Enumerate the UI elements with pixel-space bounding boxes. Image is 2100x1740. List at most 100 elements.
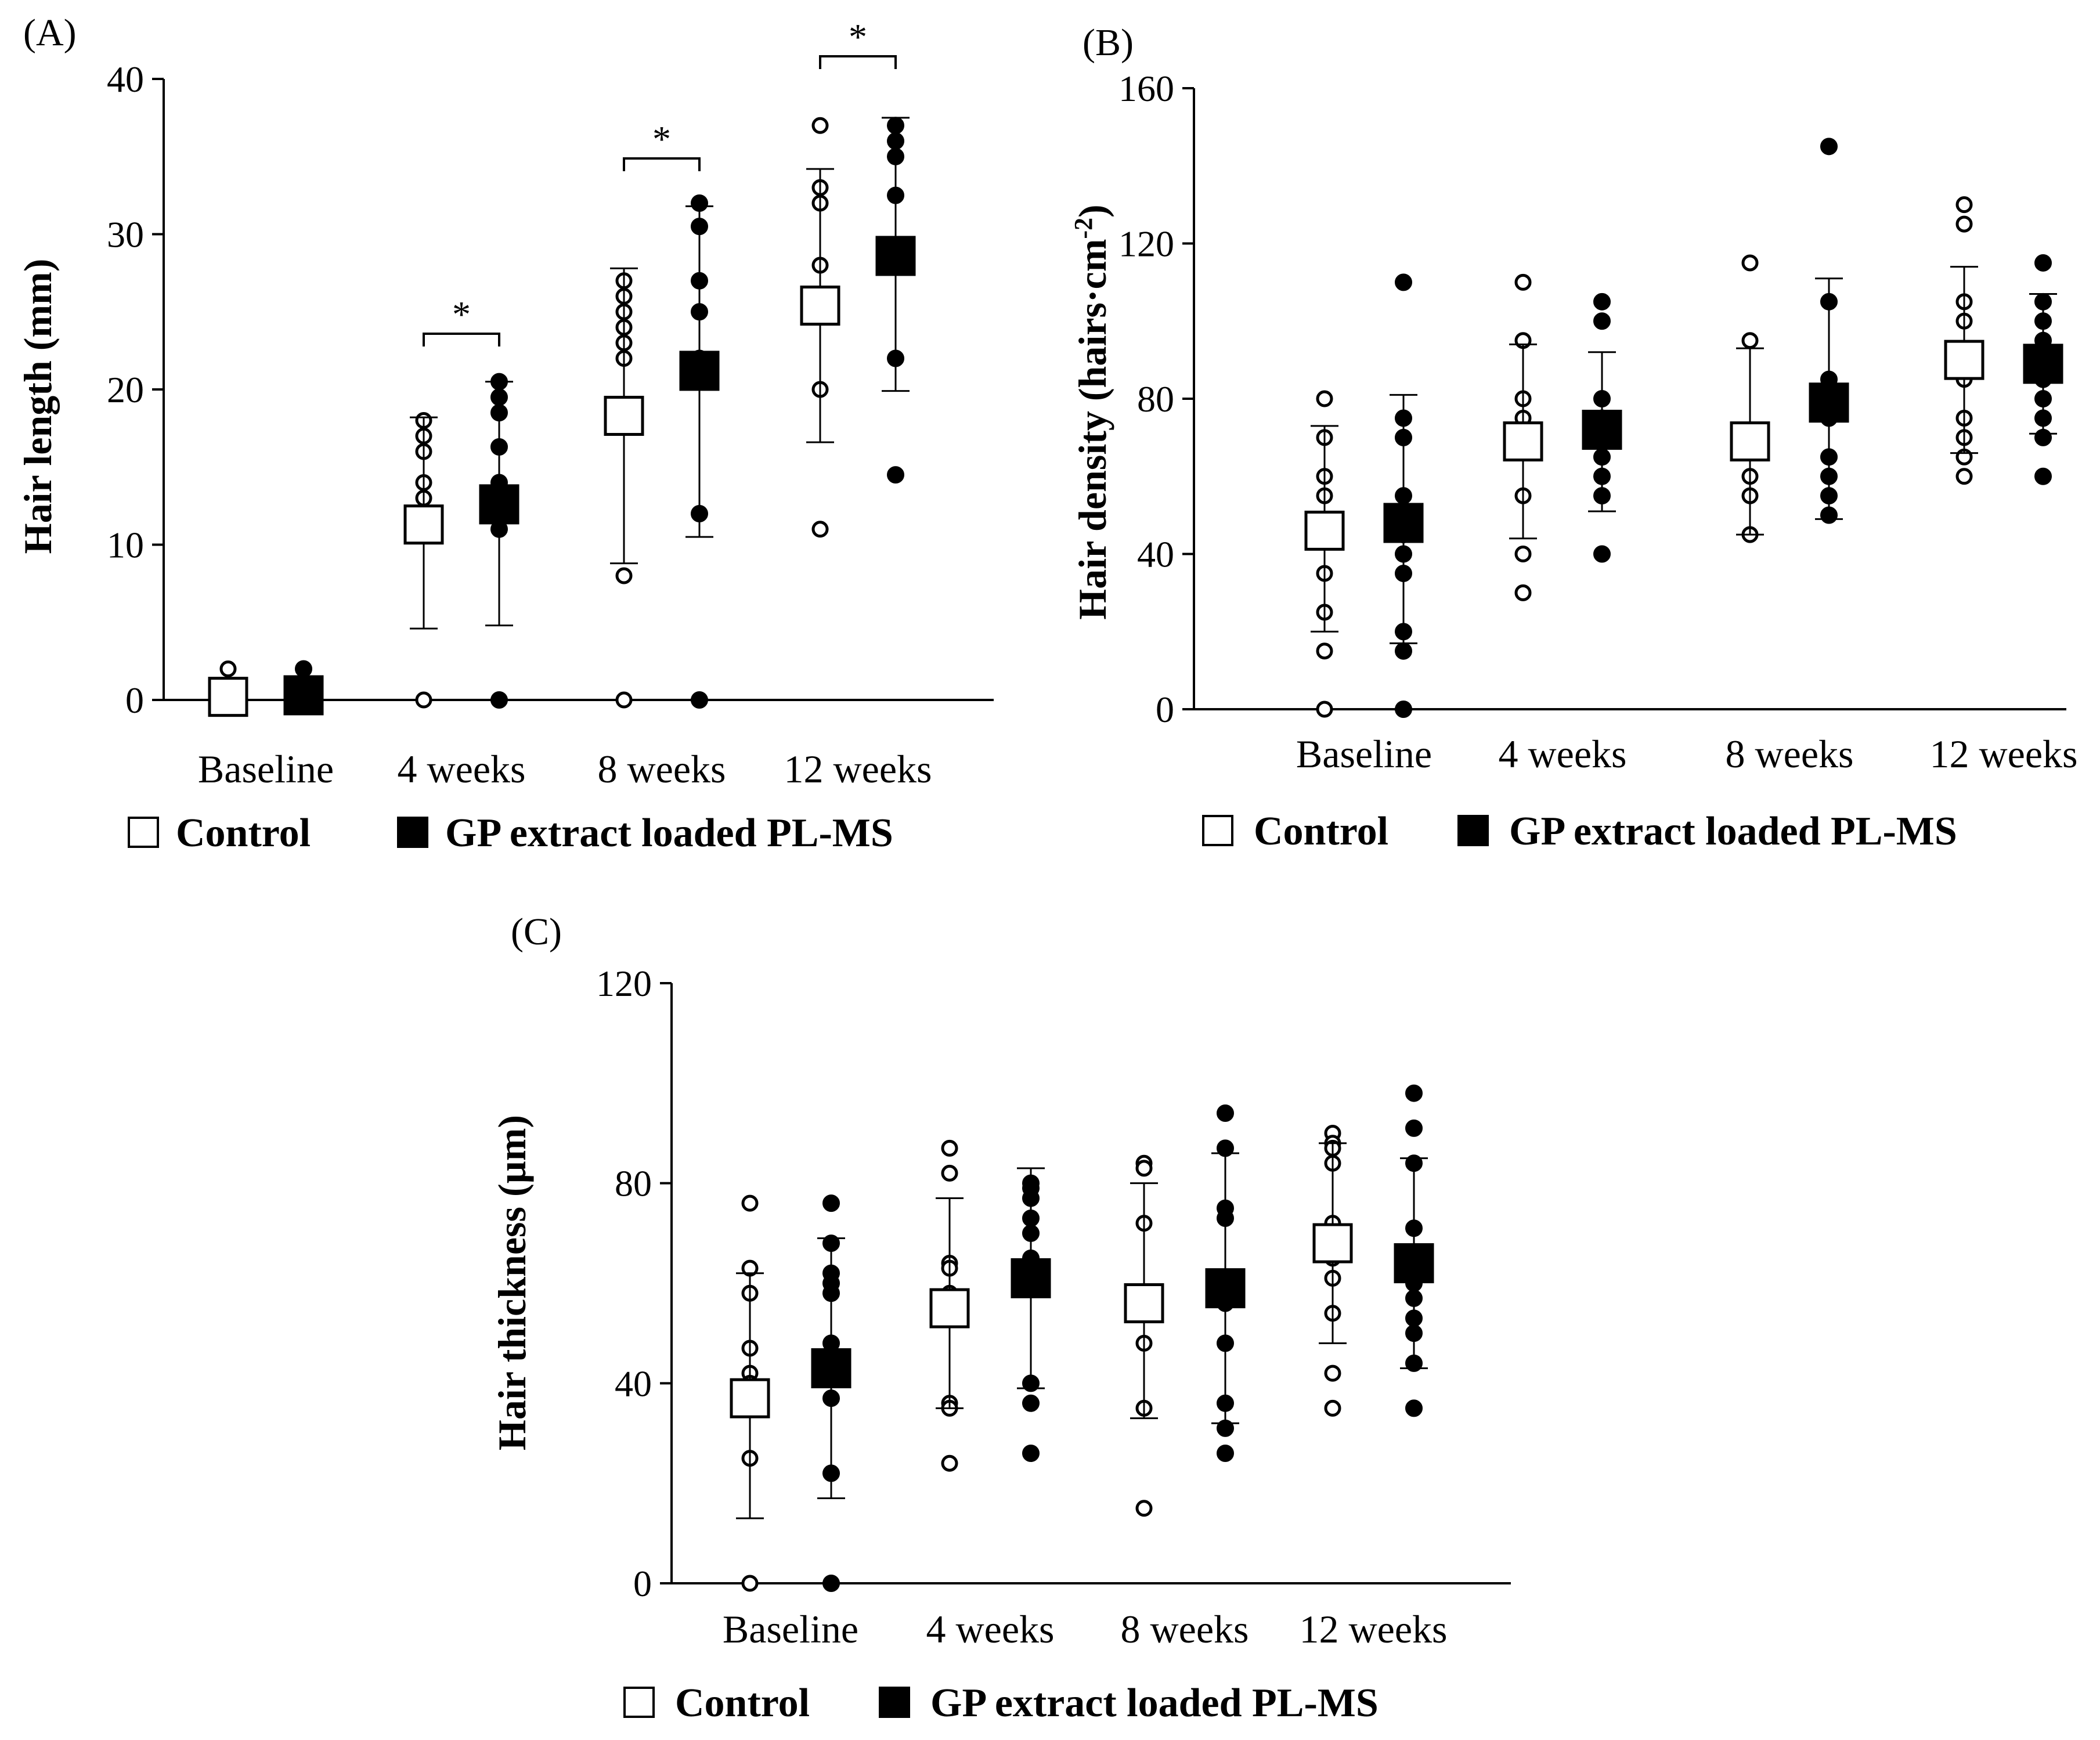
legend: Control GP extract loaded PL-MS <box>1202 809 1957 854</box>
y-tick-labels: 0 10 20 30 40 <box>107 59 164 721</box>
significance-star: * <box>849 16 867 57</box>
legend-swatch-control <box>1202 815 1233 846</box>
data-point <box>1514 273 1532 291</box>
y-tick-label: 0 <box>1156 689 1174 730</box>
x-tick-label: 8 weeks <box>1726 732 1854 776</box>
y-tick-label: 80 <box>615 1163 652 1204</box>
x-tick-label: Baseline <box>723 1607 858 1651</box>
mean-marker <box>479 484 519 525</box>
mean-marker <box>1383 503 1424 543</box>
data-point <box>1741 332 1759 349</box>
legend-label-treated: GP extract loaded PL-MS <box>1509 809 1957 854</box>
mean-marker <box>1730 421 1770 462</box>
x-tick-label: 8 weeks <box>1121 1607 1249 1651</box>
panel-c-hair-thickness: (C) Hair thickness (µm) 0 40 80 120 Baselin… <box>490 911 1511 1725</box>
data-point <box>1022 1394 1040 1412</box>
data-point <box>1405 1399 1423 1417</box>
mean-marker <box>2023 344 2063 384</box>
mean-marker <box>283 675 324 716</box>
x-category-labels: Baseline 4 weeks 8 weeks 12 weeks <box>198 747 932 791</box>
mean-marker <box>1503 421 1543 462</box>
y-tick-label: 0 <box>125 680 144 721</box>
significance-bracket <box>423 333 500 346</box>
x-category-labels: Baseline 4 weeks 8 weeks 12 weeks <box>1296 732 2078 776</box>
y-tick-label: 0 <box>633 1563 652 1604</box>
y-axis-title: Hair density (hairs·cm-2) <box>1069 204 1115 619</box>
y-tick-labels: 0 40 80 120 <box>596 963 672 1604</box>
data-point <box>741 1575 759 1592</box>
data-point <box>887 466 904 484</box>
data-point <box>1593 545 1611 563</box>
legend-swatch-control <box>623 1687 655 1718</box>
y-tick-label: 30 <box>107 214 144 255</box>
data-point <box>1955 196 1973 214</box>
legend-label-control: Control <box>176 811 311 855</box>
legend: Control GP extract loaded PL-MS <box>128 811 893 855</box>
data-point <box>691 691 708 709</box>
data-point <box>1217 1444 1234 1462</box>
panel-a-hair-length: (A) Hair length (mm) 0 10 20 30 40 Baseline 4… <box>16 12 994 855</box>
mean-marker <box>811 1348 851 1388</box>
legend-label-control: Control <box>675 1681 810 1725</box>
data-point <box>1741 254 1759 272</box>
mean-marker <box>604 395 644 436</box>
y-tick-label: 40 <box>1137 534 1174 575</box>
significance-markers: * * * <box>423 16 897 346</box>
data-point <box>941 1454 958 1472</box>
mean-marker <box>679 351 720 391</box>
panel-label-b: (B) <box>1083 21 1134 64</box>
mean-marker <box>929 1288 970 1329</box>
x-tick-label: 8 weeks <box>598 747 726 791</box>
significance-bracket <box>819 55 897 69</box>
mean-marker <box>1205 1268 1246 1309</box>
data-point <box>615 567 633 584</box>
data-point <box>1955 215 1973 233</box>
x-tick-label: 4 weeks <box>398 747 526 791</box>
y-tick-label: 20 <box>107 369 144 410</box>
data-point <box>941 1164 958 1182</box>
data-point <box>2034 467 2052 485</box>
mean-marker <box>403 504 444 545</box>
significance-star: * <box>452 294 471 335</box>
data-point <box>1955 468 1973 485</box>
mean-marker <box>1944 340 1984 380</box>
mean-marker <box>875 236 916 276</box>
data-point <box>615 691 633 709</box>
legend-swatch-treated <box>879 1687 910 1718</box>
data-point <box>1514 584 1532 601</box>
y-tick-label: 10 <box>107 525 144 566</box>
data-point <box>490 691 508 709</box>
legend-swatch-control <box>128 817 159 848</box>
data-point <box>811 117 829 134</box>
legend-label-control: Control <box>1254 809 1388 854</box>
panel-label-a: (A) <box>23 12 77 54</box>
y-tick-label: 120 <box>1118 223 1174 265</box>
mean-marker <box>1394 1243 1434 1284</box>
data-point <box>741 1194 759 1212</box>
y-axis-title: Hair thickness (µm) <box>490 1115 534 1450</box>
mean-marker <box>1312 1223 1353 1264</box>
mean-marker <box>1124 1283 1164 1323</box>
data-point <box>811 521 829 538</box>
plot-marks <box>163 79 994 717</box>
y-tick-labels: 0 40 80 120 160 <box>1118 68 1194 730</box>
plot-marks <box>1193 88 2066 718</box>
x-category-labels: Baseline 4 weeks 8 weeks 12 weeks <box>723 1607 1448 1651</box>
y-tick-label: 160 <box>1118 68 1174 109</box>
data-point <box>1820 138 1838 156</box>
data-point <box>1217 1104 1234 1122</box>
data-point <box>1514 546 1532 562</box>
x-tick-label: 12 weeks <box>1300 1607 1448 1651</box>
legend-swatch-treated <box>397 817 428 848</box>
plot-marks <box>670 983 1511 1592</box>
y-tick-label: 80 <box>1137 378 1174 420</box>
data-point <box>1022 1444 1040 1462</box>
mean-marker <box>1582 410 1622 450</box>
legend-swatch-treated <box>1457 815 1489 846</box>
data-point <box>1405 1119 1423 1137</box>
data-point <box>941 1139 958 1157</box>
data-point <box>1316 642 1333 660</box>
legend: Control GP extract loaded PL-MS <box>623 1681 1379 1725</box>
data-point <box>1395 701 1412 718</box>
